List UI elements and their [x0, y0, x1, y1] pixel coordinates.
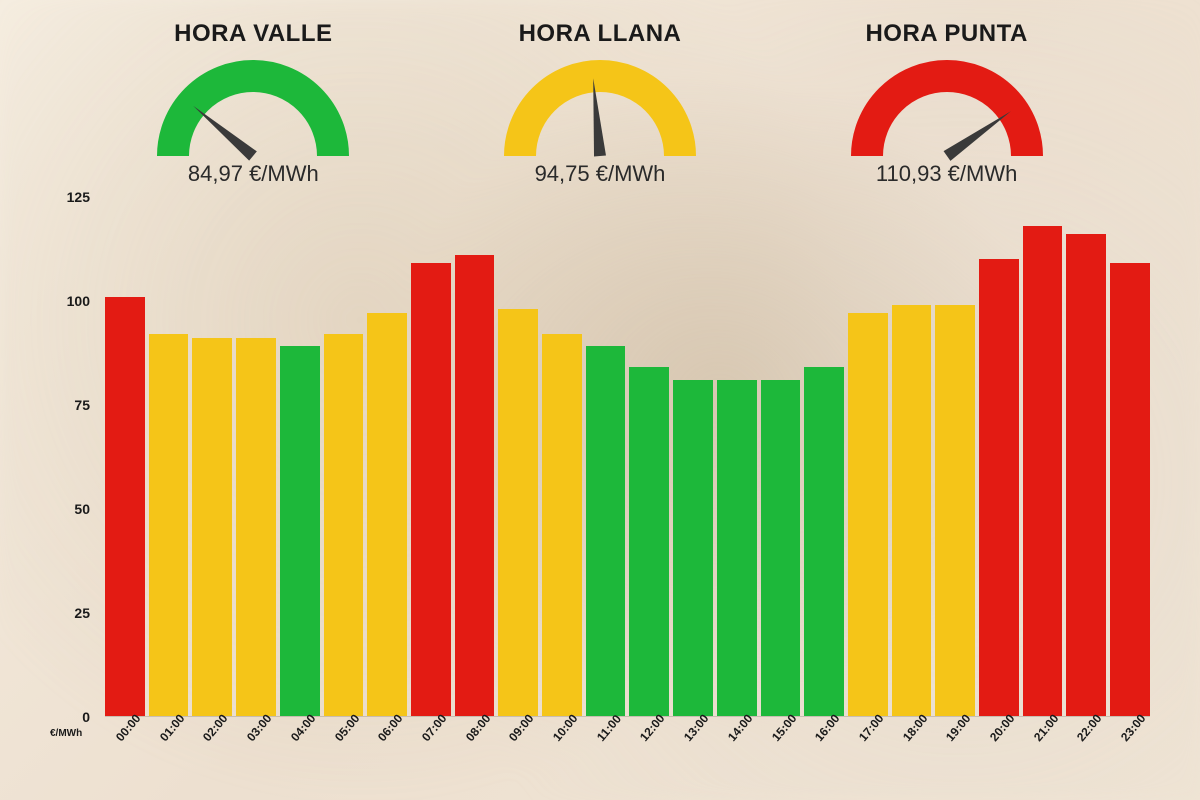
y-tick: 25 — [74, 605, 90, 621]
bar-0500 — [324, 334, 364, 716]
gauge-valle-price: 84,97 €/MWh — [188, 161, 319, 187]
bar-0700 — [411, 263, 451, 716]
gauge-llana-svg — [500, 56, 700, 166]
gauges-row: HORA VALLE 84,97 €/MWh HORA LLANA 94,75 … — [40, 20, 1160, 187]
bar-1300 — [673, 380, 713, 716]
bar-1900 — [935, 305, 975, 716]
gauge-llana-price: 94,75 €/MWh — [535, 161, 666, 187]
bar-1200 — [629, 367, 669, 716]
bar-1100 — [586, 346, 626, 716]
y-tick: 100 — [67, 293, 90, 309]
bar-1700 — [848, 313, 888, 716]
bar-2200 — [1066, 234, 1106, 716]
gauge-valle-svg — [153, 56, 353, 166]
bar-0600 — [367, 313, 407, 716]
bar-0800 — [455, 255, 495, 716]
bar-0900 — [498, 309, 538, 716]
gauge-punta: HORA PUNTA 110,93 €/MWh — [797, 20, 1097, 187]
gauge-punta-needle — [943, 111, 1010, 161]
bar-0400 — [280, 346, 320, 716]
gauge-punta-title: HORA PUNTA — [865, 20, 1027, 48]
bar-2000 — [979, 259, 1019, 716]
bars-container — [105, 197, 1150, 716]
gauge-llana-title: HORA LLANA — [519, 20, 682, 48]
bar-2100 — [1023, 226, 1063, 716]
gauge-punta-svg — [847, 56, 1047, 166]
gauge-valle: HORA VALLE 84,97 €/MWh — [103, 20, 403, 187]
x-labels-container: 00:0001:0002:0003:0004:0005:0006:0007:00… — [105, 717, 1150, 757]
y-tick: 0 — [82, 709, 90, 725]
y-axis: €/MWh 0255075100125 — [40, 197, 100, 717]
y-tick: 50 — [74, 501, 90, 517]
y-tick: 75 — [74, 397, 90, 413]
chart-area: €/MWh 0255075100125 00:0001:0002:0003:00… — [40, 197, 1160, 757]
bar-2300 — [1110, 263, 1150, 716]
gauge-llana: HORA LLANA 94,75 €/MWh — [450, 20, 750, 187]
bar-1600 — [804, 367, 844, 716]
bar-1500 — [761, 380, 801, 716]
bar-0000 — [105, 297, 145, 716]
gauge-valle-needle — [194, 106, 258, 161]
gauge-punta-price: 110,93 €/MWh — [876, 161, 1017, 187]
y-tick: 125 — [67, 189, 90, 205]
bar-1000 — [542, 334, 582, 716]
y-axis-unit: €/MWh — [50, 728, 82, 739]
bar-1400 — [717, 380, 757, 716]
main-container: HORA VALLE 84,97 €/MWh HORA LLANA 94,75 … — [0, 0, 1200, 800]
bar-0200 — [192, 338, 232, 716]
bar-0100 — [149, 334, 189, 716]
bar-0300 — [236, 338, 276, 716]
gauge-valle-arc — [173, 76, 333, 156]
gauge-valle-title: HORA VALLE — [174, 20, 332, 48]
plot-area — [105, 197, 1150, 717]
bar-1800 — [892, 305, 932, 716]
